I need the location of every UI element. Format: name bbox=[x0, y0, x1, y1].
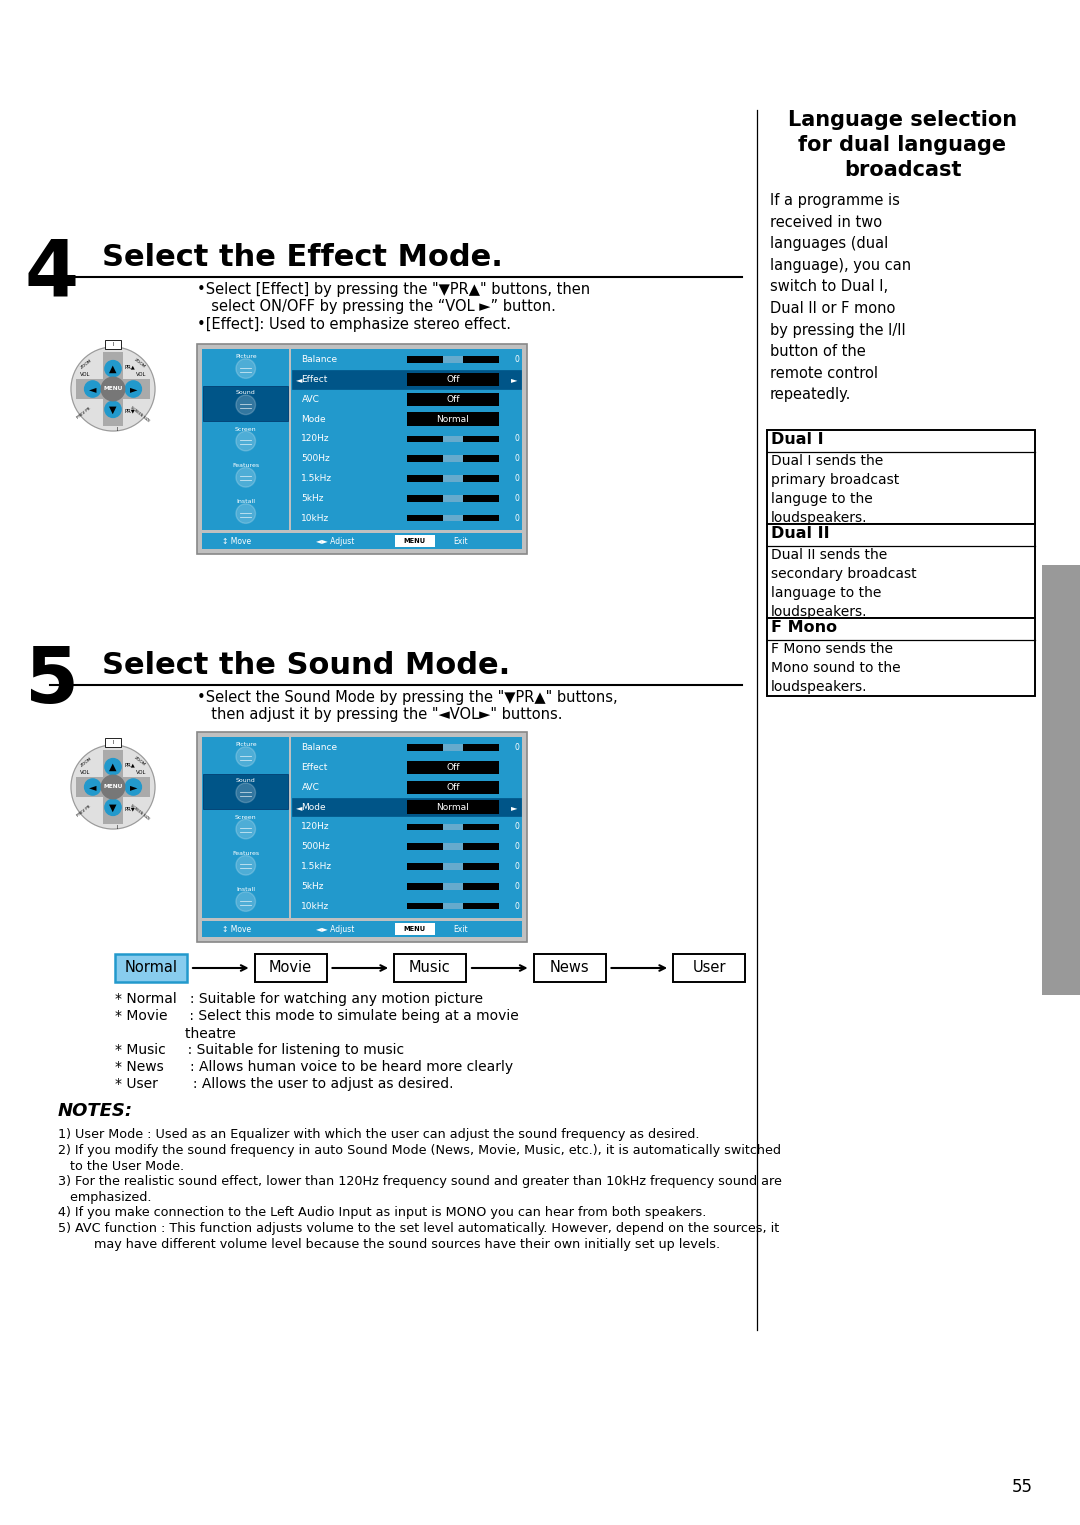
Text: Mode: Mode bbox=[301, 802, 326, 811]
Text: Screen: Screen bbox=[235, 427, 257, 432]
FancyBboxPatch shape bbox=[443, 883, 463, 889]
FancyBboxPatch shape bbox=[443, 824, 463, 830]
Text: ◄: ◄ bbox=[89, 782, 96, 791]
FancyBboxPatch shape bbox=[534, 955, 606, 982]
FancyBboxPatch shape bbox=[767, 618, 1035, 695]
FancyBboxPatch shape bbox=[407, 824, 499, 830]
Text: •Select the Sound Mode by pressing the "▼PR▲" buttons,: •Select the Sound Mode by pressing the "… bbox=[197, 689, 618, 705]
Circle shape bbox=[235, 358, 256, 378]
Circle shape bbox=[102, 775, 125, 799]
FancyBboxPatch shape bbox=[407, 515, 499, 522]
Circle shape bbox=[235, 395, 256, 415]
FancyBboxPatch shape bbox=[407, 801, 499, 814]
Text: VOL: VOL bbox=[135, 372, 146, 377]
Text: 3) For the realistic sound effect, lower than 120Hz frequency sound and greater : 3) For the realistic sound effect, lower… bbox=[58, 1174, 782, 1205]
Text: 4: 4 bbox=[25, 235, 79, 311]
FancyBboxPatch shape bbox=[407, 781, 499, 795]
FancyBboxPatch shape bbox=[105, 340, 121, 349]
Text: 0: 0 bbox=[514, 743, 519, 752]
Text: Normal: Normal bbox=[124, 961, 177, 976]
FancyBboxPatch shape bbox=[407, 863, 499, 869]
FancyBboxPatch shape bbox=[203, 386, 288, 421]
FancyBboxPatch shape bbox=[395, 535, 434, 547]
Circle shape bbox=[235, 503, 256, 523]
Text: Off: Off bbox=[446, 762, 460, 772]
Text: 1.5kHz: 1.5kHz bbox=[301, 474, 333, 483]
FancyBboxPatch shape bbox=[1042, 564, 1080, 994]
FancyBboxPatch shape bbox=[407, 843, 499, 849]
FancyBboxPatch shape bbox=[767, 525, 1035, 618]
FancyBboxPatch shape bbox=[443, 436, 463, 442]
Text: 0: 0 bbox=[514, 494, 519, 503]
FancyBboxPatch shape bbox=[443, 496, 463, 502]
Text: VOL: VOL bbox=[80, 372, 91, 377]
Text: for dual language: for dual language bbox=[798, 136, 1007, 156]
Text: Mode: Mode bbox=[301, 415, 326, 424]
FancyBboxPatch shape bbox=[673, 955, 745, 982]
Text: ▲: ▲ bbox=[109, 761, 117, 772]
Text: 500Hz: 500Hz bbox=[301, 454, 330, 464]
FancyBboxPatch shape bbox=[407, 372, 499, 386]
Text: Install: Install bbox=[237, 499, 255, 505]
FancyBboxPatch shape bbox=[407, 883, 499, 889]
Text: SCREEN SIZE: SCREEN SIZE bbox=[130, 406, 150, 422]
Circle shape bbox=[105, 360, 121, 377]
Text: then adjust it by pressing the "◄VOL►" buttons.: then adjust it by pressing the "◄VOL►" b… bbox=[202, 708, 563, 721]
Text: ▼: ▼ bbox=[109, 404, 117, 415]
FancyBboxPatch shape bbox=[443, 903, 463, 909]
Text: I: I bbox=[117, 825, 118, 831]
Text: Effect: Effect bbox=[301, 375, 328, 384]
FancyBboxPatch shape bbox=[293, 371, 521, 389]
Text: News: News bbox=[550, 961, 590, 976]
FancyBboxPatch shape bbox=[202, 921, 522, 936]
FancyBboxPatch shape bbox=[443, 476, 463, 482]
Text: ZOOM: ZOOM bbox=[80, 358, 93, 369]
FancyBboxPatch shape bbox=[407, 456, 499, 462]
Text: SCREEN SIZE: SCREEN SIZE bbox=[130, 804, 150, 820]
Text: NOTES:: NOTES: bbox=[58, 1103, 133, 1119]
Text: ◄: ◄ bbox=[296, 375, 303, 384]
Text: select ON/OFF by pressing the “VOL ►” button.: select ON/OFF by pressing the “VOL ►” bu… bbox=[202, 299, 556, 314]
Text: 500Hz: 500Hz bbox=[301, 842, 330, 851]
Text: If a programme is
received in two
languages (dual
language), you can
switch to D: If a programme is received in two langua… bbox=[770, 194, 912, 403]
FancyBboxPatch shape bbox=[292, 349, 522, 531]
FancyBboxPatch shape bbox=[105, 738, 121, 747]
Text: ZOOM: ZOOM bbox=[80, 756, 93, 767]
Text: ZOOM: ZOOM bbox=[133, 358, 146, 369]
FancyBboxPatch shape bbox=[407, 392, 499, 406]
Text: Effect: Effect bbox=[301, 762, 328, 772]
Text: PR▼: PR▼ bbox=[124, 409, 135, 413]
Text: I: I bbox=[117, 427, 118, 433]
Text: 120Hz: 120Hz bbox=[301, 435, 330, 444]
FancyBboxPatch shape bbox=[197, 345, 527, 554]
Circle shape bbox=[71, 746, 156, 830]
Text: 10kHz: 10kHz bbox=[301, 901, 329, 910]
FancyBboxPatch shape bbox=[104, 750, 123, 824]
FancyBboxPatch shape bbox=[443, 863, 463, 869]
Text: Language selection: Language selection bbox=[788, 110, 1017, 130]
Text: PREV PR: PREV PR bbox=[77, 406, 92, 419]
Text: Music: Music bbox=[409, 961, 450, 976]
Text: * Normal   : Suitable for watching any motion picture: * Normal : Suitable for watching any mot… bbox=[114, 991, 483, 1006]
Circle shape bbox=[105, 758, 121, 775]
Text: 120Hz: 120Hz bbox=[301, 822, 330, 831]
Text: •Select [Effect] by pressing the "▼PR▲" buttons, then: •Select [Effect] by pressing the "▼PR▲" … bbox=[197, 282, 590, 297]
FancyBboxPatch shape bbox=[443, 357, 463, 363]
Text: ▲: ▲ bbox=[109, 363, 117, 374]
Text: Movie: Movie bbox=[269, 961, 312, 976]
Text: Features: Features bbox=[232, 851, 259, 856]
FancyBboxPatch shape bbox=[202, 534, 522, 549]
Text: ◄► Adjust: ◄► Adjust bbox=[316, 537, 355, 546]
FancyBboxPatch shape bbox=[114, 955, 187, 982]
Text: I: I bbox=[112, 342, 113, 348]
Text: Install: Install bbox=[237, 888, 255, 892]
Text: Exit: Exit bbox=[454, 924, 469, 933]
Text: Select the Sound Mode.: Select the Sound Mode. bbox=[102, 651, 510, 680]
Text: Normal: Normal bbox=[436, 415, 469, 424]
Text: •[Effect]: Used to emphasize stereo effect.: •[Effect]: Used to emphasize stereo effe… bbox=[197, 317, 511, 332]
Text: Select the Effect Mode.: Select the Effect Mode. bbox=[102, 242, 503, 271]
FancyBboxPatch shape bbox=[407, 761, 499, 775]
FancyBboxPatch shape bbox=[394, 955, 465, 982]
Text: 0: 0 bbox=[514, 454, 519, 464]
